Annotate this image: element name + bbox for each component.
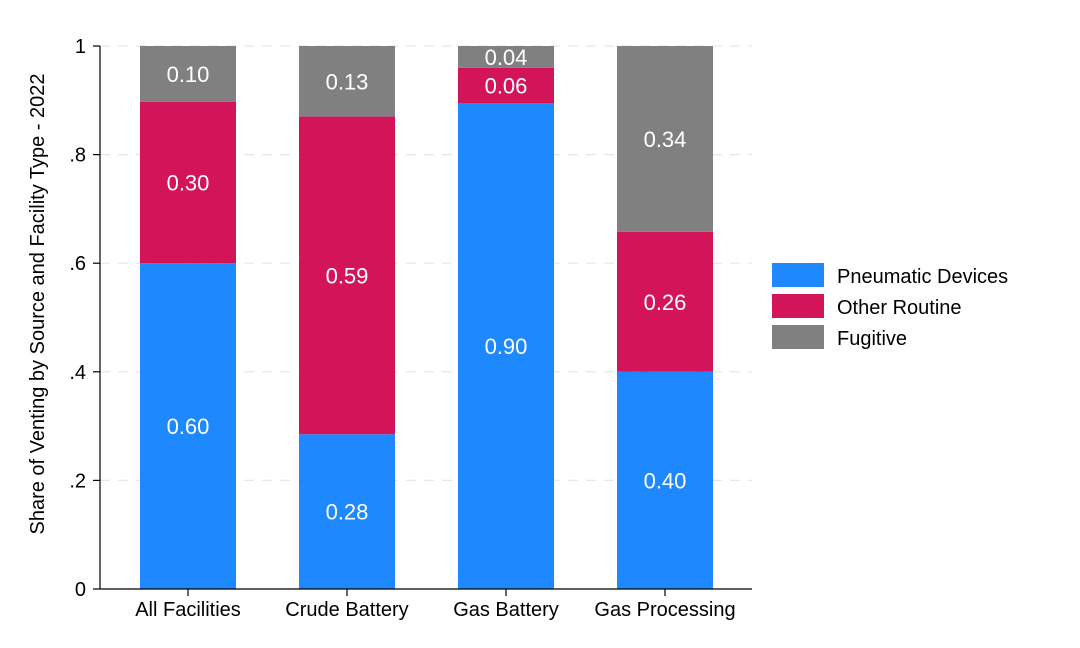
bar-other-routine — [299, 116, 395, 435]
y-tick-label: .6 — [69, 253, 86, 275]
x-tick-label: Crude Battery — [285, 599, 408, 621]
y-axis-label: Share of Venting by Source and Facility … — [27, 73, 49, 534]
bar-fugitive — [299, 46, 395, 117]
y-tick-label: .4 — [69, 362, 86, 384]
x-tick-label: Gas Processing — [594, 599, 735, 621]
bar-other-routine — [140, 101, 236, 264]
bar-value-label: 0.06 — [485, 73, 528, 98]
legend-label: Fugitive — [837, 328, 907, 350]
bar-value-label: 0.40 — [644, 468, 687, 493]
x-tick-label: All Facilities — [135, 599, 241, 621]
bar-value-label: 0.28 — [326, 500, 369, 525]
bar-value-label: 0.10 — [167, 62, 210, 87]
bar-fugitive — [617, 46, 713, 232]
bar-other-routine — [458, 67, 554, 104]
y-tick-label: 1 — [75, 36, 86, 58]
legend-swatch — [772, 294, 824, 318]
x-ticks: All Facilities Crude Battery Gas Battery Ga… — [135, 589, 736, 621]
bar-pneumatic-devices — [299, 434, 395, 589]
legend-swatch — [772, 325, 824, 349]
bar-value-label: 0.60 — [167, 414, 210, 439]
x-tick-label: Gas Battery — [453, 599, 559, 621]
bar-pneumatic-devices — [140, 263, 236, 589]
bar-pneumatic-devices — [617, 371, 713, 589]
legend-swatch — [772, 263, 824, 287]
legend-label: Pneumatic Devices — [837, 266, 1008, 288]
bar-fugitive — [140, 46, 236, 102]
y-tick-label: 0 — [75, 579, 86, 601]
legend-label: Other Routine — [837, 297, 962, 319]
data-labels: 0.60 0.30 0.10 0.28 0.59 0.13 0.90 0.06 0.04 0.40… — [167, 45, 687, 525]
legend: Pneumatic Devices Other Routine Fugitive — [772, 263, 1008, 350]
bar-value-label: 0.30 — [167, 171, 210, 196]
bars — [140, 46, 713, 589]
y-tick-label: .8 — [69, 145, 86, 167]
bar-value-label: 0.59 — [326, 263, 369, 288]
bar-fugitive — [458, 46, 554, 68]
bar-other-routine — [617, 231, 713, 372]
bar-value-label: 0.90 — [485, 334, 528, 359]
bar-pneumatic-devices — [458, 103, 554, 589]
y-ticks: 0 .2 .4 .6 .8 1 — [69, 36, 100, 601]
bar-value-label: 0.34 — [644, 127, 687, 152]
axes — [99, 46, 752, 590]
bar-value-label: 0.13 — [326, 69, 369, 94]
bar-value-label: 0.26 — [644, 290, 687, 315]
y-tick-label: .2 — [69, 470, 86, 492]
bar-value-label: 0.04 — [485, 45, 528, 70]
